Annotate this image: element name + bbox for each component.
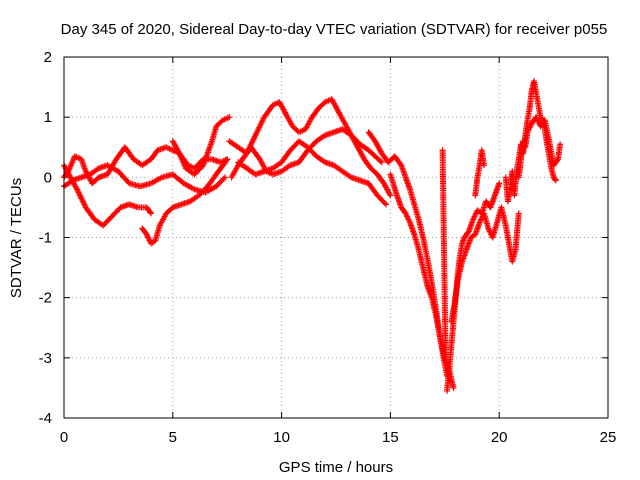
series-track-m: [448, 204, 522, 325]
data-point: [377, 158, 384, 165]
series-track-l: [443, 180, 503, 394]
data-point: [223, 157, 230, 164]
data-point: [226, 114, 233, 121]
grid-lines: [64, 57, 608, 418]
x-tick-label: 5: [169, 429, 177, 446]
data-point: [515, 210, 522, 217]
y-tick-label: -3: [39, 350, 52, 367]
data-point: [552, 176, 559, 183]
y-axis-label: SDTVAR / TECUs: [8, 178, 25, 298]
data-point: [381, 200, 388, 207]
data-point: [222, 174, 229, 181]
y-tick-label: -1: [39, 230, 52, 247]
data-point: [378, 159, 385, 166]
data-point: [224, 156, 231, 163]
data-point: [554, 157, 561, 164]
x-tick-label: 20: [491, 429, 508, 446]
data-point: [552, 177, 559, 184]
y-tick-label: -2: [39, 290, 52, 307]
data-markers: [61, 78, 564, 394]
data-point: [387, 192, 394, 199]
data-point: [147, 209, 154, 216]
plot-frame: [63, 56, 609, 419]
series-track-c: [61, 162, 229, 196]
y-tick-label: 1: [44, 109, 52, 126]
data-point: [480, 162, 487, 169]
x-tick-label: 10: [273, 429, 290, 446]
series-track-n: [472, 147, 487, 199]
series-track-k: [439, 147, 449, 361]
x-tick-label: 0: [60, 429, 68, 446]
series-track-i: [365, 129, 450, 379]
y-tick-label: 2: [44, 49, 52, 66]
x-axis-label: GPS time / hours: [279, 459, 393, 476]
series-track-a: [61, 144, 231, 187]
series-track-e: [169, 114, 233, 178]
data-point: [148, 210, 155, 217]
data-point: [220, 175, 227, 182]
data-point: [450, 384, 457, 391]
x-tick-label: 15: [382, 429, 399, 446]
data-point: [557, 141, 564, 148]
data-point: [383, 201, 390, 208]
data-point: [496, 180, 503, 187]
series-track-h: [235, 138, 390, 208]
chart-title: Day 345 of 2020, Sidereal Day-to-day VTE…: [61, 21, 608, 38]
y-tick-label: 0: [44, 169, 52, 186]
series-track-d: [139, 156, 231, 247]
y-tick-label: -4: [39, 410, 52, 427]
series-track-p: [515, 114, 564, 181]
x-tick-label: 25: [600, 429, 617, 446]
